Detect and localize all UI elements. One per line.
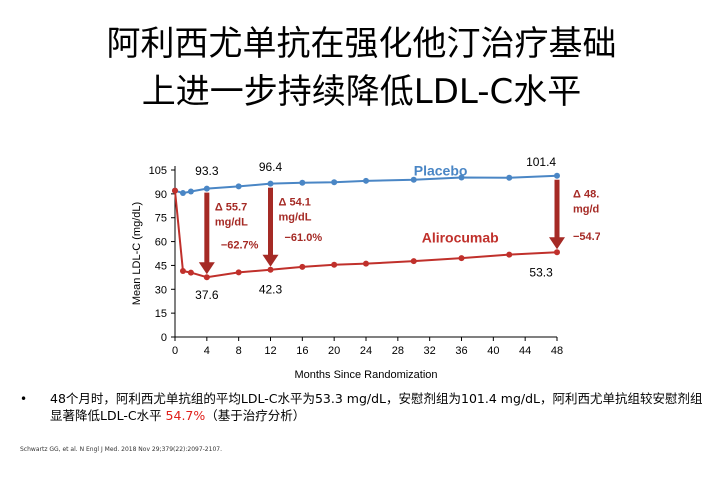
bullet-highlight: 54.7% (165, 408, 206, 423)
point-value-label: 96.4 (259, 160, 283, 174)
difference-arrow-shaft (204, 192, 210, 265)
data-point-alirocumab (299, 263, 306, 270)
x-tick-label: 36 (455, 345, 467, 357)
x-tick-label: 28 (392, 345, 404, 357)
data-point-placebo (331, 179, 338, 186)
data-point-alirocumab (267, 266, 274, 273)
data-point-alirocumab (235, 269, 242, 276)
y-tick-label: 45 (155, 260, 167, 272)
x-tick-label: 16 (296, 345, 308, 357)
x-tick-label: 32 (424, 345, 436, 357)
data-point-alirocumab (363, 260, 369, 267)
data-point-alirocumab (331, 261, 338, 268)
data-point-alirocumab (506, 251, 513, 258)
data-point-placebo (203, 185, 210, 192)
data-point-alirocumab (410, 258, 417, 265)
data-point-placebo (179, 190, 186, 197)
x-tick-label: 12 (264, 345, 276, 357)
bullet-text: 48个月时，阿利西尤单抗组的平均LDL-C水平为53.3 mg/dL，安慰剂组为… (50, 390, 710, 424)
point-value-label: 101.4 (526, 155, 556, 169)
x-tick-label: 0 (172, 345, 178, 357)
data-point-alirocumab (458, 255, 465, 262)
x-axis-title: Months Since Randomization (294, 369, 437, 381)
slide-title-line-1: 阿利西尤单抗在强化他汀治疗基础 (106, 24, 617, 64)
difference-arrow-head (262, 254, 279, 267)
difference-unit-label: mg/dL (573, 204, 600, 216)
point-value-label: 53.3 (529, 266, 553, 280)
y-tick-label: 30 (155, 284, 167, 296)
difference-arrow-head (198, 262, 215, 275)
difference-unit-label: mg/dL (215, 217, 248, 229)
data-point-placebo (267, 180, 274, 187)
difference-delta-label: Δ 48.1 (573, 189, 600, 201)
data-point-placebo (235, 183, 242, 190)
data-point-placebo (363, 177, 369, 184)
y-tick-label: 0 (161, 332, 167, 344)
percent-reduction-label: −62.7% (221, 240, 259, 252)
point-value-label: 93.3 (195, 164, 219, 178)
bullet-text-main: 48个月时，阿利西尤单抗组的平均LDL-C水平为53.3 mg/dL，安慰剂组为… (50, 391, 703, 423)
y-axis-title: Mean LDL-C (mg/dL) (131, 202, 143, 305)
data-point-placebo (187, 188, 194, 195)
percent-reduction-label: −54.7% (573, 231, 600, 243)
data-point-placebo (299, 179, 306, 186)
data-point-placebo (506, 174, 513, 181)
x-tick-label: 4 (204, 345, 210, 357)
data-point-placebo (554, 172, 560, 179)
y-tick-label: 15 (155, 308, 167, 320)
difference-unit-label: mg/dL (279, 212, 312, 224)
data-point-alirocumab (554, 249, 560, 256)
data-point-placebo (458, 174, 465, 181)
difference-arrow-head (549, 237, 565, 250)
y-tick-label: 75 (155, 213, 167, 225)
difference-delta-label: Δ 54.1 (279, 197, 311, 209)
x-tick-label: 48 (551, 345, 563, 357)
x-tick-label: 20 (328, 345, 340, 357)
point-value-label: 37.6 (195, 288, 219, 302)
percent-reduction-label: −61.0% (285, 232, 323, 244)
difference-arrow-shaft (268, 187, 273, 257)
data-point-alirocumab (187, 269, 194, 276)
x-tick-label: 44 (519, 345, 531, 357)
x-tick-label: 8 (236, 345, 242, 357)
series-label-placebo: Placebo (414, 163, 468, 179)
y-tick-label: 90 (155, 189, 167, 201)
bullet-marker: • (20, 392, 28, 406)
series-label-alirocumab: Alirocumab (422, 229, 499, 245)
difference-arrow-shaft (554, 179, 560, 240)
reference-citation: Schwartz GG, et al. N Engl J Med. 2018 N… (20, 446, 222, 453)
point-value-label: 42.3 (259, 282, 283, 296)
y-tick-label: 105 (149, 165, 167, 177)
difference-delta-label: Δ 55.7 (215, 202, 247, 214)
data-point-alirocumab (179, 267, 186, 274)
y-tick-label: 60 (155, 237, 167, 249)
x-tick-label: 24 (360, 345, 372, 357)
slide-title-line-2: 上进一步持续降低LDL-C水平 (141, 72, 582, 112)
data-point-alirocumab (203, 274, 210, 281)
bullet-text-note: （基于治疗分析） (205, 408, 306, 423)
data-point-alirocumab (172, 187, 178, 194)
data-point-placebo (410, 176, 417, 183)
x-tick-label: 40 (487, 345, 499, 357)
